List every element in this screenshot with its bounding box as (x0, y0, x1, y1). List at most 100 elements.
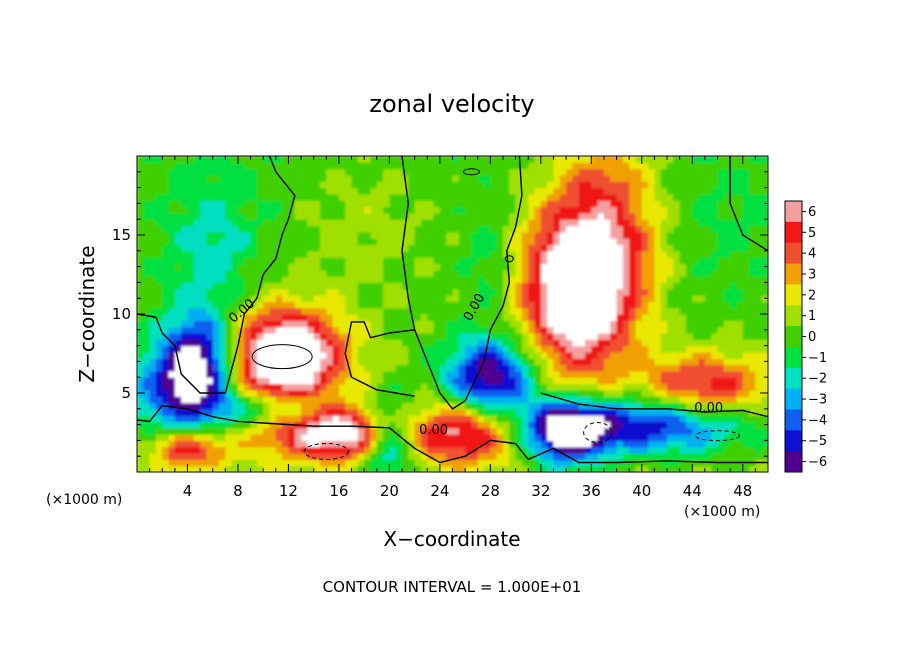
heatmap-cell (263, 225, 271, 233)
heatmap-cell (597, 174, 605, 182)
heatmap-cell (704, 231, 712, 239)
heatmap-cell (559, 181, 567, 189)
heatmap-cell (256, 263, 264, 271)
heatmap-cell (168, 326, 176, 334)
heatmap-cell (155, 263, 163, 271)
heatmap-cell (370, 326, 378, 334)
heatmap-cell (730, 446, 738, 454)
heatmap-cell (591, 351, 599, 359)
heatmap-cell (357, 200, 365, 208)
heatmap-cell (345, 389, 353, 397)
heatmap-cell (616, 174, 624, 182)
heatmap-cell (408, 377, 416, 385)
heatmap-cell (402, 168, 409, 176)
heatmap-cell (635, 459, 643, 467)
heatmap-cell (521, 364, 529, 372)
heatmap-cell (326, 187, 334, 195)
heatmap-cell (250, 288, 258, 296)
heatmap-cell (345, 358, 353, 366)
heatmap-cell (521, 162, 529, 170)
heatmap-cell (370, 459, 378, 467)
heatmap-cell (648, 408, 656, 416)
heatmap-cell (168, 162, 176, 170)
heatmap-cell (256, 465, 264, 472)
heatmap-cell (704, 295, 712, 302)
heatmap-cell (654, 339, 662, 347)
heatmap-cell (547, 370, 555, 378)
heatmap-cell (566, 440, 573, 448)
heatmap-cell (193, 193, 201, 201)
heatmap-cell (402, 257, 409, 265)
heatmap-cell (301, 257, 308, 265)
heatmap-cell (364, 288, 372, 296)
heatmap-cell (704, 219, 712, 227)
heatmap-cell (326, 200, 334, 208)
heatmap-cell (231, 421, 239, 429)
heatmap-cell (610, 156, 618, 163)
heatmap-cell (585, 301, 592, 309)
heatmap-cell (603, 257, 611, 265)
heatmap-cell (420, 314, 428, 321)
heatmap-cell (547, 421, 555, 429)
heatmap-cell (629, 408, 637, 416)
heatmap-cell (572, 187, 580, 195)
heatmap-cell (212, 301, 220, 309)
heatmap-cell (137, 415, 144, 423)
heatmap-cell (364, 193, 372, 201)
heatmap-cell (244, 434, 252, 441)
heatmap-cell (566, 212, 573, 220)
heatmap-cell (490, 244, 498, 252)
heatmap-cell (749, 174, 756, 182)
heatmap-cell (225, 219, 233, 227)
heatmap-cell (572, 326, 580, 334)
heatmap-cell (433, 402, 441, 410)
heatmap-cell (490, 332, 498, 340)
heatmap-cell (162, 377, 170, 385)
heatmap-cell (212, 377, 220, 385)
heatmap-cell (187, 200, 195, 208)
heatmap-cell (282, 332, 290, 340)
heatmap-cell (528, 396, 536, 404)
heatmap-cell (143, 263, 151, 271)
heatmap-cell (521, 244, 529, 252)
heatmap-cell (332, 181, 340, 189)
heatmap-cell (755, 389, 763, 397)
heatmap-cell (648, 339, 656, 347)
heatmap-cell (622, 282, 630, 290)
heatmap-cell (420, 434, 428, 441)
heatmap-cell (364, 459, 372, 467)
heatmap-cell (698, 244, 706, 252)
heatmap-cell (685, 326, 693, 334)
heatmap-cell (635, 465, 643, 472)
heatmap-cell (484, 307, 491, 315)
heatmap-cell (711, 231, 719, 239)
heatmap-cell (490, 421, 498, 429)
heatmap-cell (200, 314, 208, 321)
heatmap-cell (641, 231, 649, 239)
heatmap-cell (730, 174, 738, 182)
heatmap-cell (477, 389, 485, 397)
heatmap-cell (155, 415, 163, 423)
heatmap-cell (667, 156, 674, 163)
heatmap-cell (326, 453, 334, 460)
heatmap-cell (572, 301, 580, 309)
heatmap-cell (364, 225, 372, 233)
heatmap-cell (616, 257, 624, 265)
heatmap-cell (509, 219, 517, 227)
heatmap-cell (155, 307, 163, 315)
heatmap-cell (465, 339, 473, 347)
heatmap-cell (294, 193, 302, 201)
heatmap-cell (490, 162, 498, 170)
heatmap-cell (345, 269, 353, 277)
heatmap-cell (244, 459, 252, 467)
heatmap-cell (174, 459, 182, 467)
heatmap-cell (250, 244, 258, 252)
heatmap-cell (307, 364, 315, 372)
heatmap-cell (357, 396, 365, 404)
heatmap-cell (313, 193, 321, 201)
heatmap-cell (193, 351, 201, 359)
heatmap-cell (414, 238, 422, 246)
heatmap-cell (174, 389, 182, 397)
heatmap-cell (389, 453, 397, 460)
heatmap-cell (345, 288, 353, 296)
